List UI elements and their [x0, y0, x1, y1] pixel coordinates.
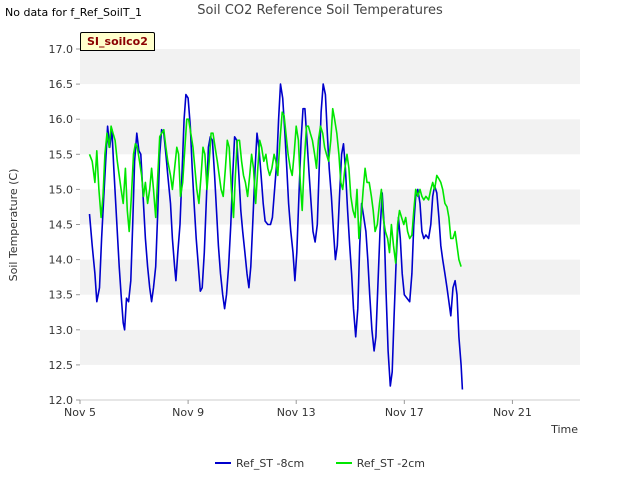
legend-label-ref-st-8cm: Ref_ST -8cm — [236, 456, 305, 470]
y-tick-label: 14.5 — [49, 219, 74, 232]
grid-band — [80, 364, 580, 400]
y-tick-label: 15.5 — [49, 148, 74, 161]
series-line-ref-st-2cm — [88, 107, 462, 267]
series-lines — [88, 83, 464, 390]
y-tick-label: 13.5 — [49, 289, 74, 302]
y-axis-label: Soil Temperature (C) — [7, 169, 20, 282]
legend-label-ref-st-2cm: Ref_ST -2cm — [356, 456, 425, 470]
chart-title: Soil CO2 Reference Soil Temperatures — [197, 3, 443, 18]
legend-swatch-ref-st-2cm — [335, 462, 352, 464]
no-data-notice: No data for f_Ref_SoilT_1 — [5, 6, 143, 19]
y-tick-label: 16.0 — [49, 113, 74, 126]
grid-band — [80, 49, 580, 85]
y-tick-label: 14.0 — [49, 254, 74, 267]
y-tick-label: 17.0 — [49, 43, 74, 56]
x-axis-ticks: Nov 5 Nov 9 Nov 13 Nov 17 Nov 21 — [64, 400, 532, 419]
x-tick-label: Nov 5 — [64, 406, 96, 419]
x-tick-label: Nov 17 — [385, 406, 424, 419]
x-tick-label: Nov 21 — [493, 406, 532, 419]
grid-bands — [80, 49, 580, 401]
y-tick-label: 15.0 — [49, 183, 74, 196]
x-tick-label: Nov 9 — [172, 406, 204, 419]
grid-band — [80, 224, 580, 260]
legend-swatch-ref-st-8cm — [215, 462, 232, 464]
site-badge: SI_soilco2 — [80, 32, 155, 51]
y-tick-label: 12.0 — [49, 394, 74, 407]
grid-band — [80, 329, 580, 365]
y-tick-label: 13.0 — [49, 324, 74, 337]
y-tick-label: 12.5 — [49, 359, 74, 372]
x-tick-label: Nov 13 — [277, 406, 316, 419]
legend: Ref_ST -8cm Ref_ST -2cm — [0, 454, 640, 470]
series-line-ref-st-8cm — [88, 83, 464, 390]
grid-band — [80, 259, 580, 295]
legend-item-ref-st-2cm: Ref_ST -2cm — [335, 456, 425, 470]
grid-band — [80, 189, 580, 225]
grid-band — [80, 84, 580, 120]
y-axis-ticks: 12.0 12.5 13.0 13.5 14.0 14.5 15.0 15.5 16.0 16.5… — [49, 43, 80, 407]
legend-item-ref-st-8cm: Ref_ST -8cm — [215, 457, 304, 470]
grid-band — [80, 294, 580, 330]
y-tick-label: 16.5 — [49, 78, 74, 91]
x-axis-label: Time — [550, 423, 578, 436]
